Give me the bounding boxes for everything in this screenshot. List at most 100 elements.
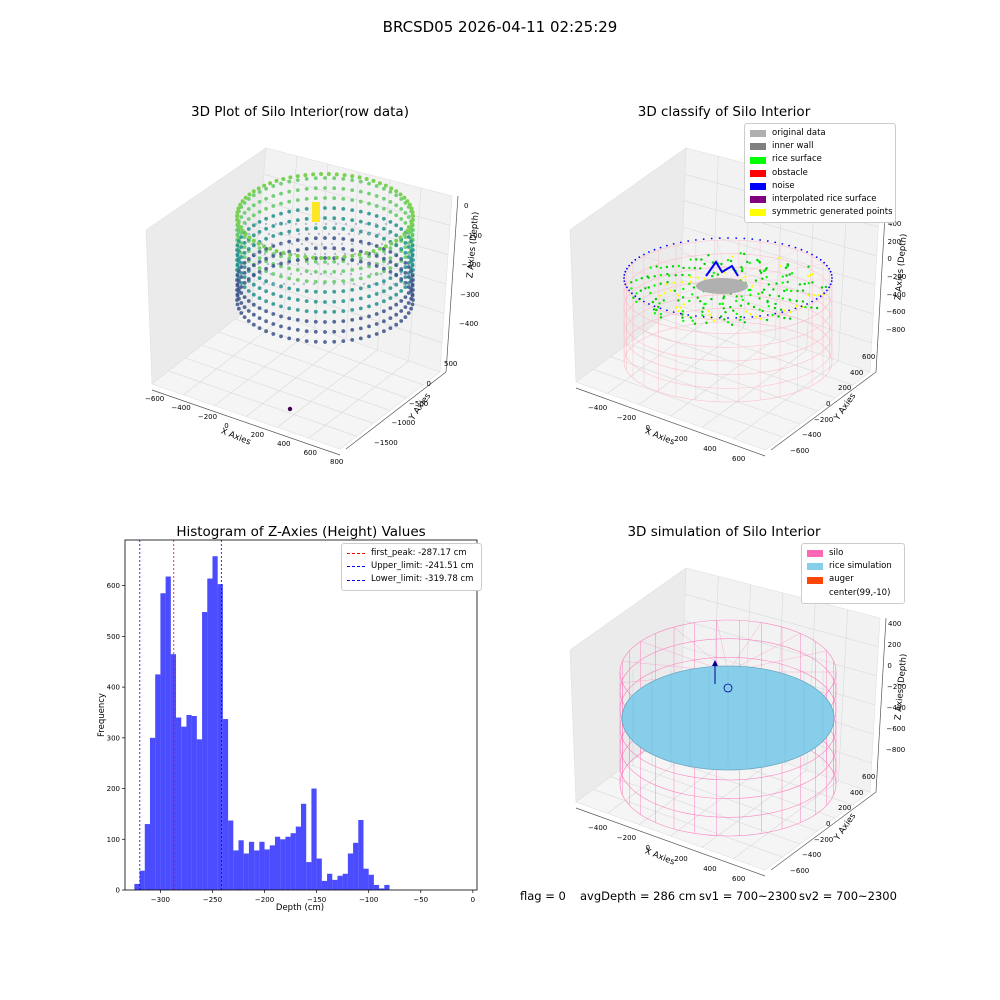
point: [350, 242, 354, 246]
point: [257, 316, 262, 320]
point: [388, 256, 393, 260]
point: [779, 264, 782, 268]
point: [781, 281, 784, 284]
point: [403, 211, 408, 215]
noise-point: [626, 286, 628, 289]
point: [334, 172, 339, 177]
point: [783, 316, 786, 320]
point: [240, 199, 245, 204]
point: [382, 289, 386, 294]
panel2-z-tick-label: −200: [887, 273, 907, 281]
point: [374, 292, 379, 296]
point: [399, 217, 404, 221]
point: [329, 272, 333, 276]
legend-item-2: Lower_limit: -319.78 cm: [347, 573, 476, 586]
point: [259, 272, 263, 276]
point: [726, 258, 730, 262]
noise-point: [710, 316, 713, 319]
point: [264, 256, 268, 261]
histogram-bar: [373, 884, 380, 890]
noise-point: [819, 295, 822, 298]
point: [334, 255, 339, 260]
panel4-y-tick-label: 0: [826, 820, 831, 828]
panel1-x-tick-label: 800: [330, 458, 344, 466]
noise-point: [687, 314, 690, 316]
point: [358, 306, 363, 311]
histogram-bar: [295, 826, 301, 890]
point: [287, 306, 292, 311]
point: [406, 235, 411, 239]
silo-spoke: [675, 245, 729, 281]
point: [688, 273, 691, 277]
point: [761, 291, 764, 294]
point: [257, 296, 262, 300]
panel4-z-tick-label: −600: [886, 725, 906, 733]
point: [239, 245, 244, 249]
point: [284, 222, 288, 226]
point: [323, 320, 327, 324]
point: [239, 235, 244, 239]
panel4-legend: silo rice simulation auger center(99,-10): [801, 543, 905, 604]
point: [403, 265, 408, 269]
point: [358, 336, 363, 341]
point: [811, 272, 815, 276]
point: [403, 305, 408, 309]
panel2-z-tick-label: 0: [887, 255, 892, 264]
silo-spoke: [716, 240, 729, 281]
point: [367, 181, 371, 186]
point: [295, 198, 300, 203]
point: [411, 298, 415, 302]
point: [277, 232, 281, 236]
noise-point: [666, 244, 668, 247]
point: [388, 230, 393, 234]
point: [403, 285, 408, 289]
point: [304, 247, 309, 251]
point: [358, 259, 363, 264]
point: [681, 273, 684, 277]
point: [640, 277, 643, 280]
noise-point: [806, 303, 808, 305]
silo-spoke: [727, 263, 824, 281]
noise-point: [743, 316, 746, 319]
point: [237, 269, 241, 274]
point: [367, 201, 371, 206]
point: [304, 319, 309, 323]
point: [394, 312, 399, 317]
point: [313, 279, 318, 284]
point: [304, 217, 309, 221]
point: [358, 239, 363, 244]
noise-point: [788, 244, 790, 247]
point: [239, 255, 244, 259]
point: [354, 222, 358, 226]
noise-point: [800, 248, 803, 251]
point: [679, 306, 682, 309]
legend-line-swatch: [347, 553, 365, 555]
point: [394, 322, 399, 327]
point: [382, 329, 386, 334]
point: [795, 299, 798, 303]
point: [279, 201, 283, 206]
point: [257, 250, 262, 254]
point: [352, 282, 356, 286]
point: [382, 186, 386, 191]
point: [332, 259, 337, 264]
point: [410, 263, 415, 268]
point: [689, 280, 693, 283]
point: [732, 309, 735, 312]
point: [374, 302, 379, 306]
y-axis-line: [345, 371, 447, 450]
point: [303, 254, 308, 259]
silo-spoke: [626, 271, 729, 281]
point: [410, 273, 415, 278]
histogram-bar: [347, 853, 354, 890]
point: [788, 273, 791, 276]
point: [682, 319, 685, 323]
point: [748, 261, 751, 265]
point: [743, 321, 746, 324]
point: [672, 281, 675, 285]
point: [358, 326, 363, 331]
point: [242, 245, 247, 250]
point: [339, 272, 343, 276]
point: [699, 267, 702, 270]
point: [806, 274, 810, 278]
